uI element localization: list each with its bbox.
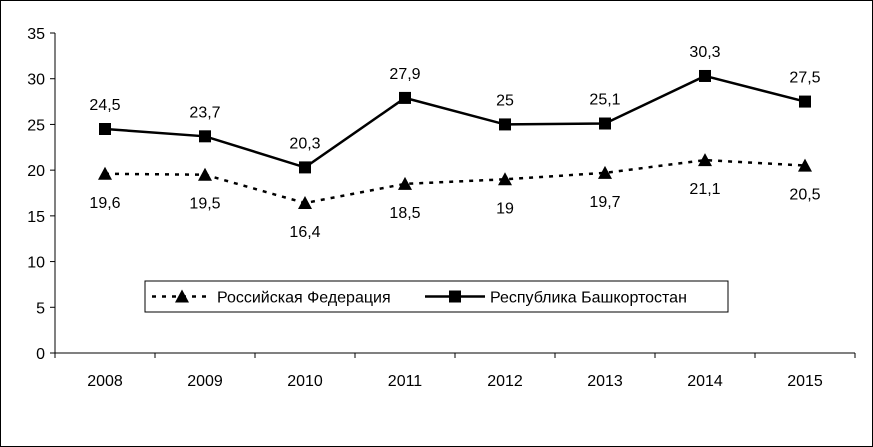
y-tick-label: 35 [27,26,45,43]
point-bashkortostan [599,117,611,130]
data-label-bashkortostan: 30,3 [689,44,720,61]
data-label-bashkortostan: 25 [496,92,514,109]
data-label-russia: 19 [496,200,514,217]
data-label-bashkortostan: 27,9 [389,66,420,83]
data-label-bashkortostan: 20,3 [289,135,320,152]
point-russia [598,165,612,179]
point-bashkortostan [499,118,511,131]
point-bashkortostan [299,161,311,174]
data-label-bashkortostan: 24,5 [89,97,120,114]
axes: 0 5 10 15 20 25 30 35 2008 2009 2010 2011 2012 2013 20… [27,26,856,390]
series-line-bashkortostan [104,74,806,169]
y-tick-label: 5 [36,300,45,317]
legend-marker-bashkortostan [449,290,461,303]
point-russia [98,166,112,180]
x-tick-label: 2011 [388,373,423,390]
data-label-bashkortostan: 23,7 [189,104,220,121]
data-label-russia: 21,1 [689,181,720,198]
y-tick-label: 30 [27,72,45,89]
data-label-bashkortostan: 25,1 [589,92,620,109]
legend: Российская Федерация Республика Башкортос… [144,280,729,313]
data-labels: 19,6 19,5 16,4 18,5 19 19,7 21,1 20,5 24,5 23,7 20… [89,44,820,241]
legend-label-bashkortostan: Республика Башкортостан [490,290,687,307]
data-label-bashkortostan: 27,5 [789,70,820,87]
y-tick-label: 0 [36,346,45,363]
data-label-russia: 19,6 [89,195,120,212]
y-tick-label: 25 [27,117,45,134]
point-russia [698,153,712,167]
x-tick-label: 2014 [687,373,723,390]
data-label-russia: 19,5 [189,196,220,213]
legend-label-russia: Российская Федерация [217,290,391,307]
legend-marker-russia [175,289,189,303]
data-label-russia: 18,5 [389,205,420,222]
point-bashkortostan [799,95,811,108]
x-tick-label: 2015 [787,373,823,390]
x-tick-label: 2010 [287,373,323,390]
point-bashkortostan [199,130,211,143]
point-bashkortostan [699,69,711,82]
point-russia [498,172,512,186]
data-label-russia: 16,4 [289,224,320,241]
x-tick-label: 2012 [487,373,523,390]
y-tick-label: 20 [27,163,45,180]
x-tick-label: 2008 [87,373,123,390]
point-bashkortostan [99,123,111,135]
point-russia [798,158,812,172]
y-tick-label: 10 [27,255,45,272]
x-tick-label: 2013 [587,373,623,390]
series-line-russia [104,158,806,205]
series-layer [98,69,812,210]
x-tick-label: 2009 [187,373,223,390]
data-label-russia: 20,5 [789,187,820,204]
legend-box [144,280,729,313]
point-russia [298,196,312,210]
point-russia [398,176,412,190]
point-russia [198,167,212,181]
data-label-russia: 19,7 [589,194,620,211]
y-tick-label: 15 [27,209,45,226]
point-bashkortostan [399,91,411,104]
